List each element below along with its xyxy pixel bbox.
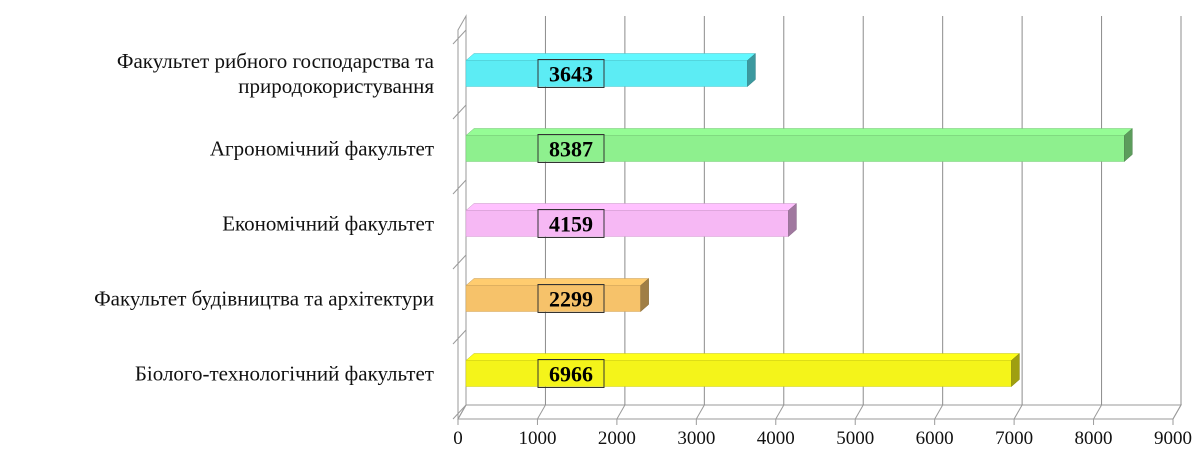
category-label: Біолого-технологічний факультет (135, 362, 434, 386)
floor-line (854, 404, 864, 420)
category-tick (452, 254, 467, 270)
data-label: 8387 (549, 137, 593, 162)
category-label: Економічний факультет (222, 212, 434, 236)
bar-front-face (465, 285, 641, 312)
bar-front-face (465, 60, 748, 87)
x-tick-label: 3000 (677, 428, 715, 449)
category-tick (452, 404, 467, 420)
bar-end-face (788, 202, 797, 238)
category-tick (452, 29, 467, 45)
x-tick-label: 6000 (916, 428, 954, 449)
bar (465, 202, 798, 238)
floor-line (695, 404, 705, 420)
category-tick (452, 329, 467, 345)
floor-line (457, 404, 467, 420)
bar-end-face (747, 52, 756, 88)
data-label-box (537, 359, 605, 388)
data-label: 2299 (549, 287, 593, 312)
side-wall (457, 14, 467, 421)
bar (465, 52, 757, 88)
bar (465, 277, 650, 313)
data-label: 6966 (549, 362, 593, 387)
bar (465, 127, 1133, 163)
category-tick (452, 104, 467, 120)
floor-line (616, 404, 626, 420)
data-label-box (537, 284, 605, 313)
floor-line (537, 404, 546, 420)
floor-line (1093, 404, 1102, 420)
data-label: 4159 (549, 212, 593, 237)
labels: 0 1000 2000 3000 4000 5000 6000 7000 8000 9000 364… (94, 49, 1192, 449)
floor (457, 404, 1182, 420)
category-label: Факультет рибного господарства та природо… (117, 49, 435, 98)
bar-front-face (465, 210, 789, 237)
category-label: Факультет будівництва та архітектури (94, 287, 434, 311)
x-tick-label: 7000 (995, 428, 1033, 449)
category-label-line: Біолого-технологічний факультет (135, 362, 434, 386)
bar (465, 352, 1021, 388)
bar-front-face (465, 360, 1012, 387)
floor-line (775, 404, 785, 420)
data-label: 3643 (549, 62, 593, 87)
category-tick (452, 179, 467, 195)
x-tick-label: 5000 (836, 428, 874, 449)
bar-end-face (1011, 352, 1020, 388)
floor-line (1013, 404, 1023, 420)
x-tick-label: 2000 (598, 428, 636, 449)
bars (465, 52, 1133, 388)
category-label-line: Факультет рибного господарства та (117, 49, 435, 73)
x-tick-label: 8000 (1075, 428, 1113, 449)
x-tick-label: 9000 (1154, 428, 1192, 449)
bar-top-face (465, 53, 757, 61)
bar-top-face (465, 203, 798, 211)
category-label-line: Економічний факультет (222, 212, 434, 236)
category-label-line: Агрономічний факультет (210, 137, 434, 161)
floor-line (1172, 404, 1182, 420)
x-tick-label: 0 (453, 428, 463, 449)
floor-line (934, 404, 944, 420)
bar-end-face (640, 277, 649, 313)
x-tick-label: 1000 (518, 428, 556, 449)
data-label-box (537, 209, 605, 238)
category-label-line: природокористування (238, 74, 434, 98)
bar-end-face (1124, 127, 1133, 163)
data-label-box (537, 134, 605, 163)
data-label-box (537, 59, 605, 88)
category-label: Агрономічний факультет (210, 137, 434, 161)
x-tick-label: 4000 (757, 428, 795, 449)
category-label-line: Факультет будівництва та архітектури (94, 287, 434, 311)
